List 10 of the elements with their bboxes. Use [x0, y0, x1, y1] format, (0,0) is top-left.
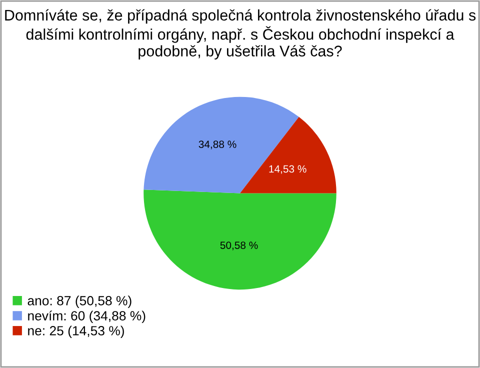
legend-label: nevím: 60 (34,88 %)	[28, 310, 146, 324]
data-label: 34,88 %	[198, 140, 236, 150]
chart-title: Domníváte se, že případná společná kontrola živnostenského úřadu s dalšími kontrolními orgány, např. s Českou obchodní inspekcí a podobně, by ušetřila Váš čas?	[5, 9, 476, 60]
pie-slice	[240, 116, 336, 194]
pie-slice	[144, 190, 336, 290]
pie-slice	[144, 96, 299, 194]
data-label: 50,58 %	[220, 242, 258, 250]
legend-label: ne: 25 (14,53 %)	[28, 326, 124, 338]
data-label: 14,53 %	[269, 165, 306, 174]
legend-label: ano: 87 (50,58 %)	[28, 296, 132, 308]
